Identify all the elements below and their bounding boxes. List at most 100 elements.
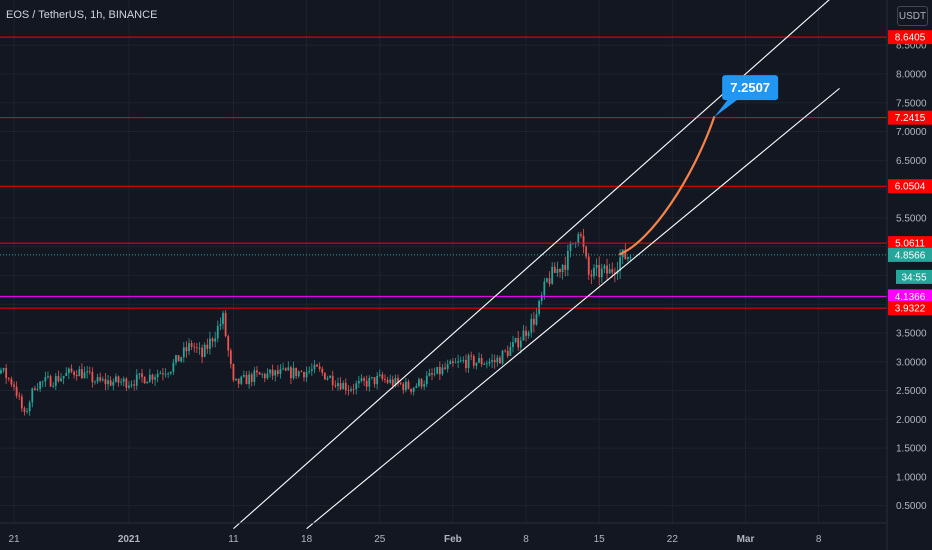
candle-body (274, 370, 277, 376)
x-tick-label: Feb (444, 534, 462, 545)
y-tick-label: 3.0000 (896, 357, 927, 368)
candle-body (130, 384, 133, 386)
y-tick-label: 0.5000 (896, 501, 927, 512)
candle-body (159, 373, 162, 374)
candle-body (146, 381, 149, 384)
candle-body (391, 379, 394, 386)
candle-body (156, 373, 159, 378)
candle-body (394, 378, 397, 386)
time-axis[interactable]: 21 2021 11 18 25 Feb 8 15 22 Mar 8 (8, 534, 821, 545)
candle-body (600, 268, 603, 278)
candle-body (598, 264, 601, 278)
callout-box[interactable] (722, 75, 779, 101)
target-callout[interactable]: 7.2507 (714, 75, 779, 118)
x-tick-label: Mar (737, 534, 755, 545)
candle-body (245, 374, 248, 385)
candle-body (514, 338, 517, 343)
candle-body (517, 338, 520, 348)
candle-body (214, 338, 217, 342)
y-tick-label: 2.0000 (896, 415, 927, 426)
candle-body (493, 360, 496, 363)
candle-body (389, 379, 392, 383)
candle-body (399, 382, 402, 384)
candle-body (368, 378, 371, 387)
candle-body (582, 235, 585, 247)
candle-body (624, 249, 627, 259)
y-tick-label: 3.5000 (896, 328, 927, 339)
candle-body (488, 361, 491, 364)
candle-body (501, 350, 504, 364)
horizontal-levels[interactable] (0, 36, 887, 309)
candle-body (355, 383, 358, 390)
candle-body (104, 379, 107, 385)
level-tag-label: 8.6405 (895, 33, 926, 44)
projection-curve[interactable] (619, 116, 716, 256)
candle-body (175, 355, 177, 363)
currency-button[interactable]: USDT (897, 6, 928, 26)
candle-body (263, 373, 266, 379)
candle-body (284, 368, 287, 371)
candle-body (316, 364, 318, 367)
y-tick-label: 6.5000 (896, 156, 927, 167)
candle-body (603, 265, 606, 269)
candle-body (261, 373, 264, 375)
candle-body (209, 338, 211, 349)
candle-body (219, 324, 222, 326)
candle-body (34, 388, 36, 390)
candle-body (143, 377, 146, 384)
candle-body (331, 375, 334, 386)
candle-body (222, 312, 224, 325)
candle-body (444, 367, 446, 369)
candle-body (44, 377, 47, 382)
candle-body (276, 370, 279, 374)
candle-body (256, 370, 258, 373)
candle-body (483, 364, 486, 365)
candle-body (182, 347, 185, 358)
candle-body (290, 367, 292, 379)
candle-body (352, 389, 355, 390)
candle-body (295, 367, 298, 377)
candle-body (454, 362, 457, 364)
candle-body (475, 362, 478, 366)
candle-body (323, 372, 326, 380)
y-tick-label: 8.0000 (896, 70, 927, 81)
candle-body (561, 265, 564, 272)
candle-body (7, 378, 10, 379)
y-tick-label: 7.0000 (896, 127, 927, 138)
candle-body (180, 357, 183, 362)
candle-body (509, 347, 512, 356)
candle-body (606, 265, 608, 274)
candle-body (527, 332, 530, 336)
candle-body (138, 373, 141, 375)
channel-line-lower[interactable] (306, 87, 840, 530)
x-tick-label: 25 (374, 534, 386, 545)
y-tick-label: 7.5000 (896, 98, 927, 109)
candle-body (553, 266, 556, 273)
x-tick-label: 2021 (118, 534, 141, 545)
projection-path[interactable] (619, 116, 716, 256)
candle-body (415, 385, 418, 388)
candle-body (88, 371, 91, 373)
candle-body (224, 312, 227, 337)
candle-body (334, 385, 337, 387)
candle-body (198, 347, 201, 349)
candle-body (167, 373, 170, 375)
candle-body (47, 376, 49, 378)
candle-body (120, 381, 123, 383)
candle-body (193, 346, 196, 348)
candle-body (172, 362, 175, 372)
candle-body (26, 411, 28, 413)
current-price-label: 4.8566 (895, 250, 926, 261)
candle-body (402, 383, 405, 391)
candle-body (141, 373, 143, 378)
candle-body (109, 380, 112, 386)
candle-body (363, 378, 365, 381)
callout-label: 7.2507 (730, 80, 770, 95)
candle-body (297, 371, 300, 377)
candle-body (465, 360, 467, 369)
candle-body (269, 369, 271, 374)
candle-body (540, 295, 543, 301)
candle-body (41, 381, 44, 383)
candle-body (10, 378, 13, 385)
